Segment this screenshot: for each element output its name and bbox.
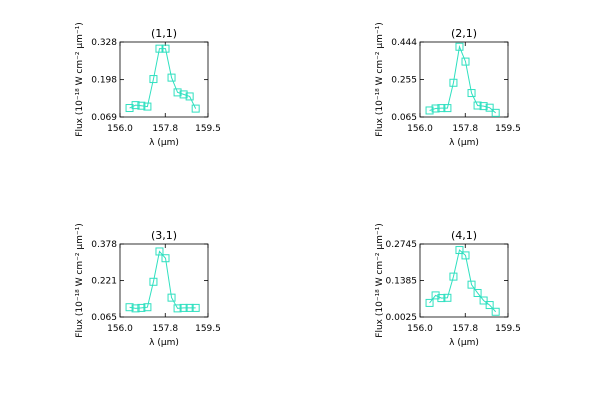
y-tick-label: 0.255 — [391, 75, 417, 85]
x-axis-label: λ (μm) — [149, 138, 179, 148]
y-tick-label: 0.444 — [391, 38, 417, 48]
data-point — [449, 272, 458, 281]
x-tick-label: 156.0 — [107, 324, 133, 334]
data-point — [443, 293, 452, 302]
x-tick-label: 159.5 — [495, 324, 521, 334]
y-axis-label: Flux (10⁻¹⁸ W cm⁻² μm⁻¹) — [75, 223, 85, 337]
series-line — [429, 44, 497, 114]
data-point — [131, 101, 140, 110]
data-point — [467, 89, 476, 98]
y-tick-label: 0.1385 — [386, 277, 418, 287]
data-point — [173, 88, 182, 97]
data-point — [485, 301, 494, 310]
x-tick-label: 157.8 — [452, 324, 478, 334]
data-point — [473, 288, 482, 297]
data-point — [179, 303, 188, 312]
x-axis-label: λ (μm) — [449, 338, 479, 348]
data-point — [437, 104, 446, 113]
data-point — [431, 104, 440, 113]
x-axis-label: λ (μm) — [149, 338, 179, 348]
data-point — [191, 303, 200, 312]
data-point — [479, 296, 488, 305]
data-point — [143, 303, 152, 312]
data-point — [149, 75, 158, 84]
x-tick-label: 159.5 — [195, 124, 221, 134]
x-tick-label: 157.8 — [152, 124, 178, 134]
chart-title: (2,1) — [451, 27, 477, 40]
chart-title: (3,1) — [151, 229, 177, 242]
data-point — [143, 102, 152, 111]
y-tick-label: 0.065 — [391, 113, 417, 123]
data-point — [467, 280, 476, 289]
x-tick-label: 156.0 — [107, 124, 133, 134]
data-point — [491, 307, 500, 316]
x-axis-label: λ (μm) — [449, 138, 479, 148]
x-tick-label: 157.8 — [452, 124, 478, 134]
data-point — [491, 108, 500, 117]
data-point — [473, 101, 482, 110]
y-tick-label: 0.198 — [91, 76, 117, 86]
data-point — [155, 247, 164, 256]
data-point — [185, 303, 194, 312]
data-point — [161, 254, 170, 263]
data-point — [161, 44, 170, 53]
data-point — [479, 102, 488, 111]
data-point — [461, 57, 470, 66]
data-point — [425, 106, 434, 115]
data-point — [455, 246, 464, 255]
y-tick-label: 0.221 — [91, 277, 117, 287]
data-point — [461, 251, 470, 260]
x-tick-label: 156.0 — [407, 324, 433, 334]
data-point — [125, 303, 134, 312]
y-axis-label: Flux (10⁻¹⁸ W cm⁻² μm⁻¹) — [75, 22, 85, 136]
data-point — [125, 104, 134, 113]
chart-title: (4,1) — [451, 229, 477, 242]
x-tick-label: 159.5 — [195, 324, 221, 334]
y-axis-label: Flux (10⁻¹⁸ W cm⁻² μm⁻¹) — [375, 223, 385, 337]
y-tick-label: 0.328 — [91, 38, 117, 48]
data-point — [455, 42, 464, 51]
data-point — [425, 298, 434, 307]
y-tick-label: 0.065 — [91, 313, 117, 323]
data-point — [131, 304, 140, 313]
data-point — [437, 294, 446, 303]
data-point — [137, 101, 146, 110]
data-point — [137, 303, 146, 312]
data-point — [449, 78, 458, 87]
x-tick-label: 156.0 — [407, 124, 433, 134]
data-point — [191, 104, 200, 113]
subplot-2: (2,1) 156.0 157.8 159.5 0.065 0.255 0.444 λ (μm… — [375, 22, 521, 148]
y-tick-label: 0.2745 — [386, 240, 418, 250]
data-point — [167, 293, 176, 302]
x-tick-label: 159.5 — [495, 124, 521, 134]
subplot-4: (4,1) 156.0 157.8 159.5 0.0025 0.1385 0.2745 λ … — [375, 223, 521, 348]
data-point — [155, 44, 164, 53]
data-point — [167, 73, 176, 82]
plot-frame — [419, 41, 509, 118]
y-tick-label: 0.378 — [91, 240, 117, 250]
y-tick-label: 0.0025 — [386, 313, 418, 323]
chart-title: (1,1) — [151, 27, 177, 40]
data-point — [149, 277, 158, 286]
data-point — [185, 92, 194, 101]
data-point — [173, 304, 182, 313]
subplot-1: (1,1) 156.0 157.8 159.5 0.069 0.198 0.328 λ (μm… — [75, 22, 221, 148]
y-tick-label: 0.069 — [91, 113, 117, 123]
data-point — [179, 90, 188, 99]
subplot-3: (3,1) 156.0 157.8 159.5 0.065 0.221 0.378 λ (μm… — [75, 223, 221, 348]
data-point — [485, 103, 494, 112]
y-axis-label: Flux (10⁻¹⁸ W cm⁻² μm⁻¹) — [375, 22, 385, 136]
data-point — [443, 104, 452, 113]
x-tick-label: 157.8 — [152, 324, 178, 334]
data-point — [431, 291, 440, 300]
series-line — [129, 250, 196, 309]
